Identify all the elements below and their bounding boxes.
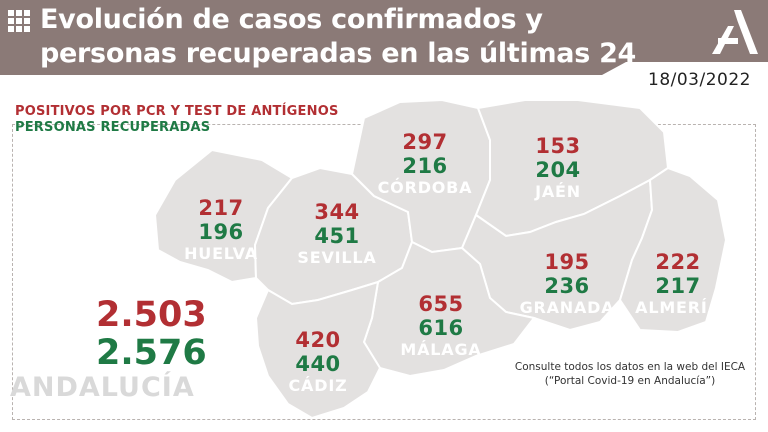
grid-icon [8, 10, 30, 32]
recovered-count: 440 [295, 352, 341, 376]
recovered-count: 451 [314, 224, 360, 248]
positive-count: 195 [544, 250, 590, 274]
recovered-count: 236 [544, 274, 590, 298]
total-positive-count: 2.503 [96, 295, 207, 335]
province-name: SEVILLA [297, 248, 377, 267]
province-name: HUELVA [184, 244, 258, 263]
legend-positive-label: POSITIVOS POR PCR Y TEST DE ANTÍGENOS [15, 104, 339, 119]
recovered-count: 216 [402, 154, 448, 178]
province-name: ALMERÍA [635, 298, 721, 317]
map-almeria [618, 166, 728, 334]
positive-count: 217 [198, 196, 244, 220]
province-name: JAÉN [535, 182, 581, 201]
recovered-count: 217 [655, 274, 701, 298]
region-name: ANDALUCÍA [10, 372, 195, 403]
province-almeria: 222 217 ALMERÍA [626, 250, 730, 318]
province-cadiz: 420 440 CÁDIZ [268, 328, 368, 396]
report-date: 18/03/2022 [648, 70, 751, 90]
province-granada: 195 236 GRANADA [512, 250, 622, 318]
province-sevilla: 344 451 SEVILLA [282, 200, 392, 268]
legend-recovered-label: PERSONAS RECUPERADAS [15, 120, 211, 135]
positive-count: 420 [295, 328, 341, 352]
province-name: CÓRDOBA [377, 178, 473, 197]
province-name: CÁDIZ [288, 376, 348, 395]
positive-count: 655 [418, 292, 464, 316]
date-tab [602, 62, 768, 100]
page-title: Evolución de casos confirmados y persona… [40, 4, 637, 103]
source-footnote: Consulte todos los datos en la web del I… [514, 361, 746, 387]
province-name: GRANADA [519, 298, 615, 317]
province-huelva: 217 196 HUELVA [166, 196, 276, 264]
province-name: MÁLAGA [400, 340, 482, 359]
positive-count: 153 [535, 134, 581, 158]
positive-count: 297 [402, 130, 448, 154]
province-malaga: 655 616 MÁLAGA [386, 292, 496, 360]
recovered-count: 204 [535, 158, 581, 182]
region-total: 2.503 2.576 [96, 296, 207, 372]
province-cordoba: 297 216 CÓRDOBA [370, 130, 480, 198]
recovered-count: 196 [198, 220, 244, 244]
positive-count: 222 [655, 250, 701, 274]
map-cadiz [254, 280, 382, 420]
province-jaen: 153 204 JAÉN [508, 134, 608, 202]
positive-count: 344 [314, 200, 360, 224]
total-recovered-count: 2.576 [96, 333, 207, 373]
junta-andalucia-logo [712, 10, 758, 54]
recovered-count: 616 [418, 316, 464, 340]
